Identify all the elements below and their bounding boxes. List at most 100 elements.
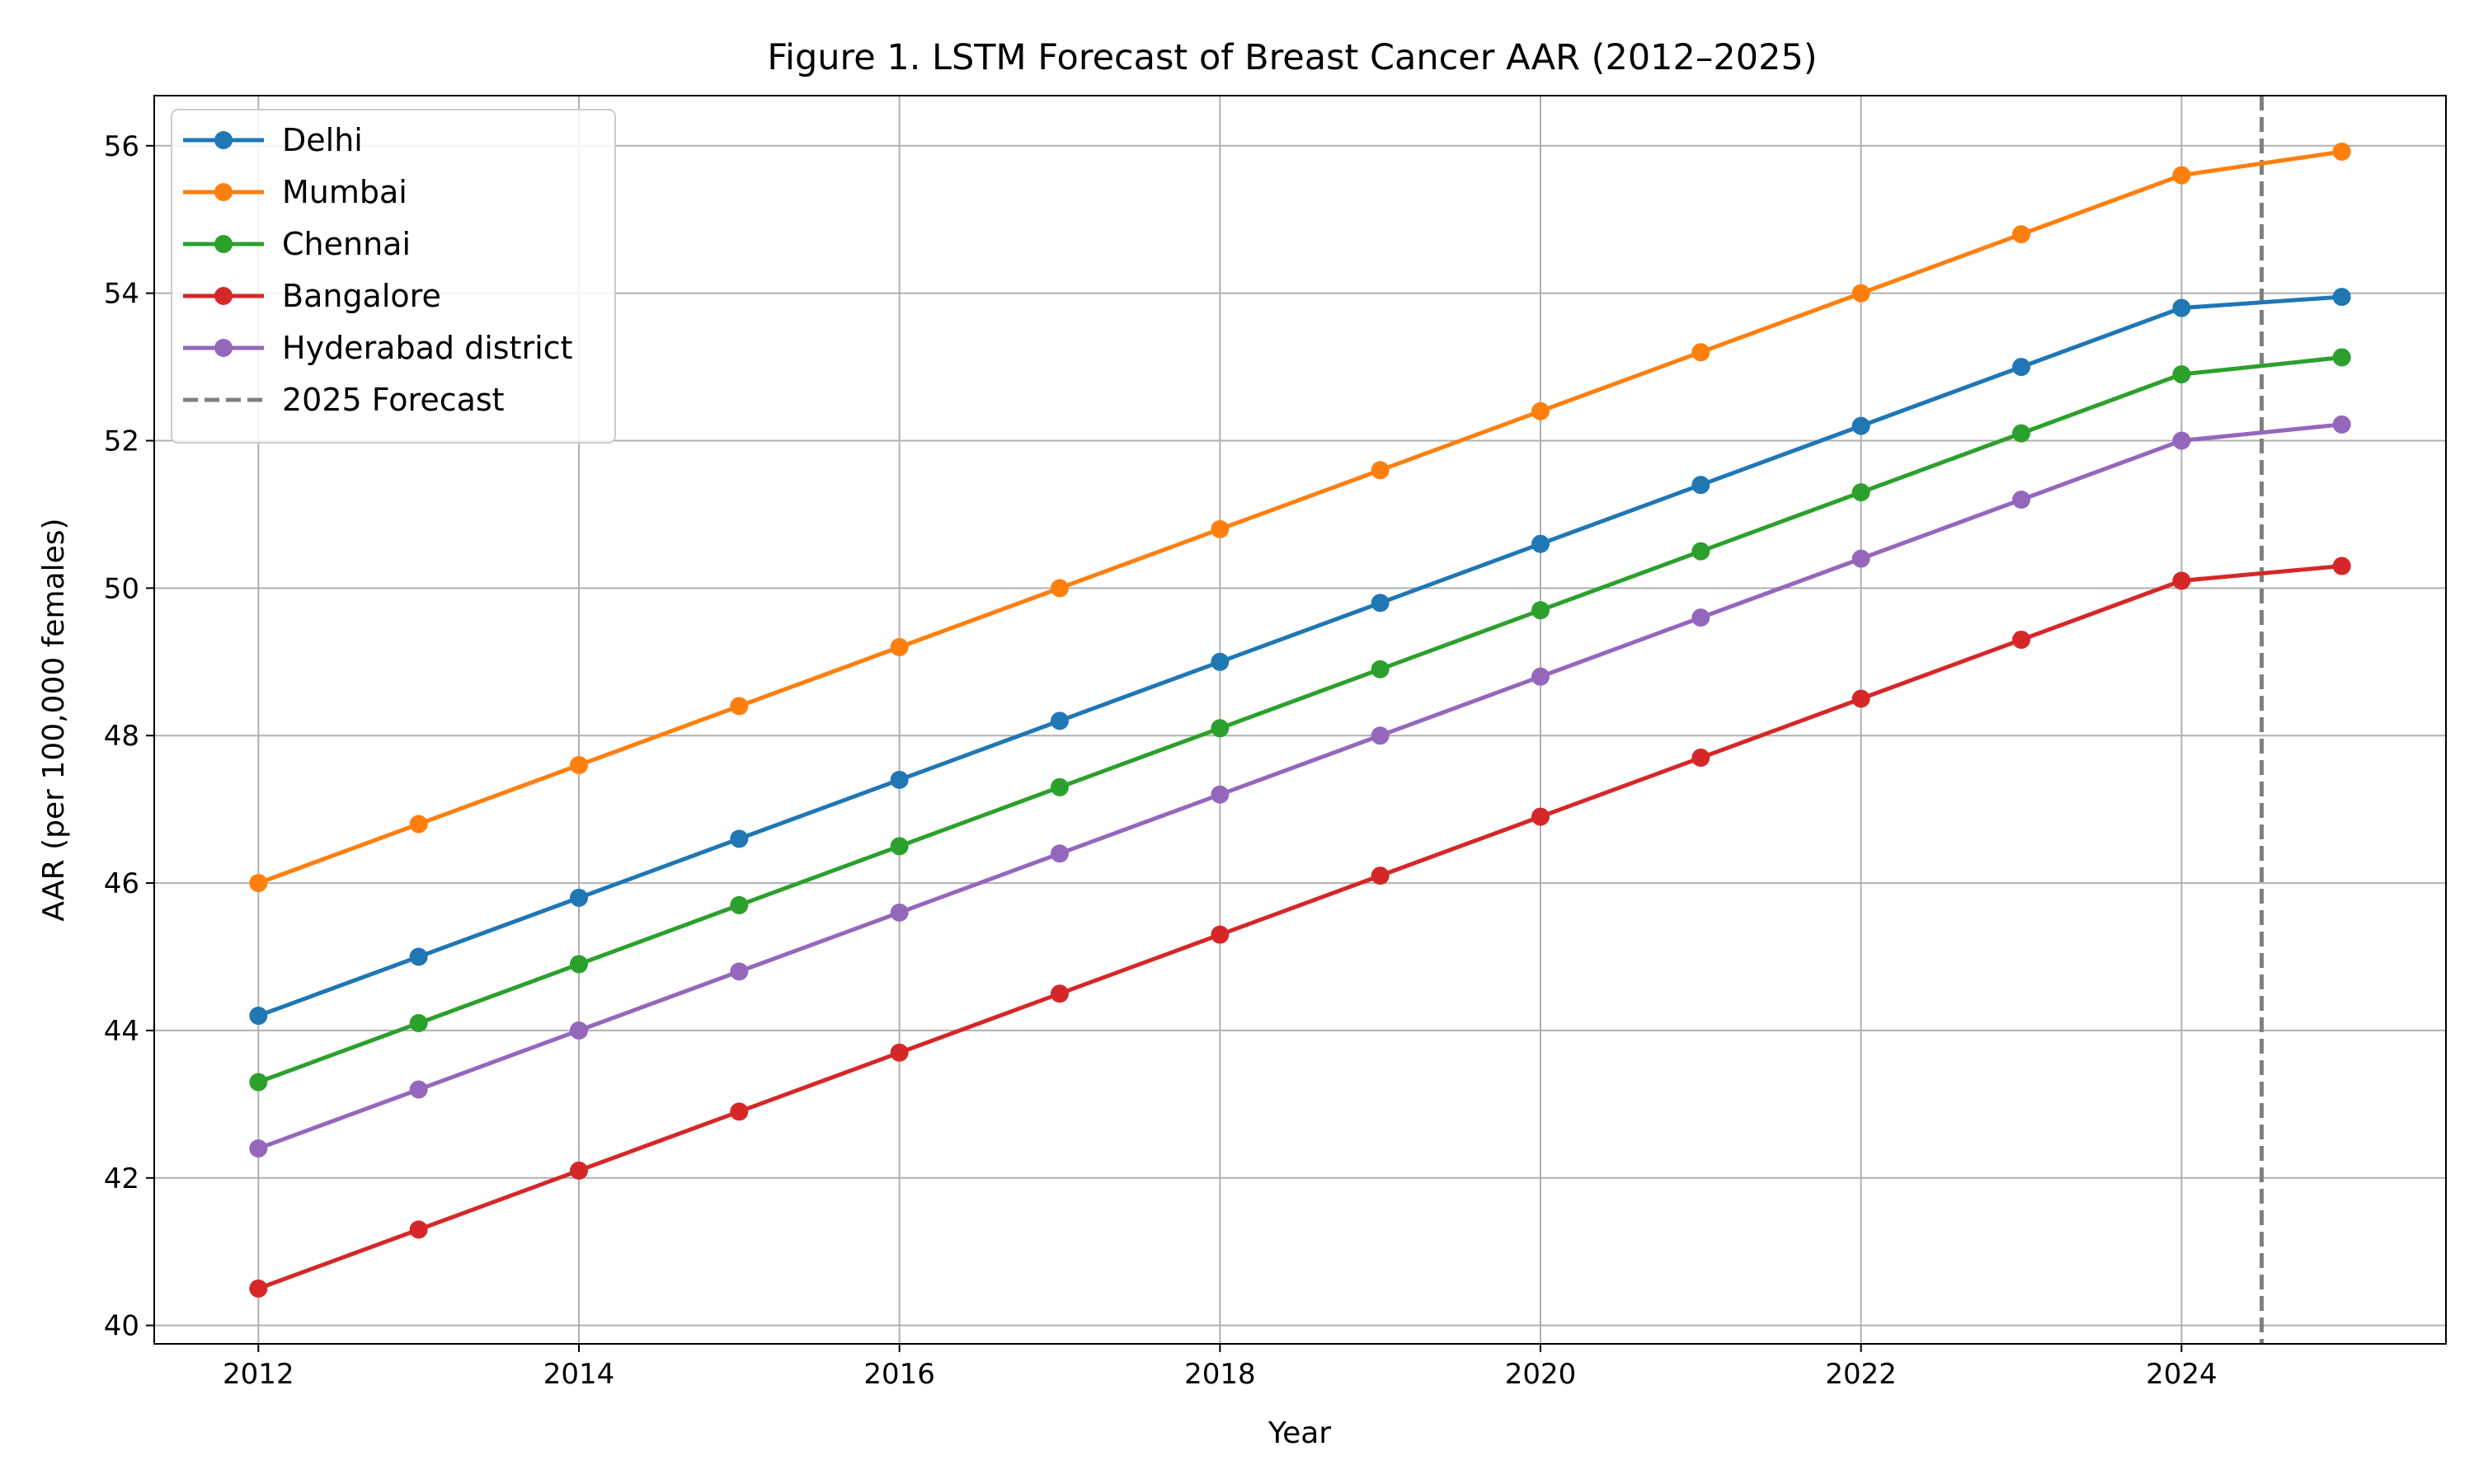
- data-point-delhi: [1691, 476, 1710, 495]
- data-point-bangalore: [1050, 984, 1069, 1003]
- data-point-hyderabad-district: [1851, 549, 1870, 568]
- series-mumbai: [249, 142, 2351, 893]
- data-point-mumbai: [1371, 461, 1390, 480]
- data-point-chennai: [1851, 483, 1870, 502]
- data-point-chennai: [1691, 542, 1710, 561]
- data-point-delhi: [1050, 711, 1069, 730]
- series-layer: [249, 142, 2351, 1298]
- series-chennai: [249, 348, 2351, 1092]
- data-point-mumbai: [569, 755, 588, 774]
- series-line-bangalore: [257, 564, 2342, 1291]
- data-point-bangalore: [2172, 571, 2191, 590]
- data-point-mumbai: [249, 874, 268, 893]
- y-tick-label: 48: [104, 720, 139, 753]
- y-tick-label: 52: [104, 425, 139, 458]
- series-bangalore: [249, 556, 2351, 1298]
- data-point-chennai: [1050, 777, 1069, 796]
- data-point-delhi: [1531, 534, 1550, 553]
- data-point-bangalore: [1531, 807, 1550, 826]
- legend-item-2025-forecast: 2025 Forecast: [183, 382, 505, 418]
- data-point-delhi: [890, 770, 909, 789]
- x-axis: 2012 2014 2016 2018 2020 2022 2024: [223, 1344, 2218, 1391]
- data-point-mumbai: [1691, 343, 1710, 362]
- grid: [154, 96, 2446, 1344]
- data-point-bangalore: [2012, 630, 2031, 649]
- chart-title: Figure 1. LSTM Forecast of Breast Cancer…: [767, 37, 1817, 78]
- data-point-delhi: [2332, 288, 2351, 307]
- legend-item-chennai: Chennai: [183, 226, 411, 262]
- data-point-delhi: [1211, 652, 1230, 671]
- data-point-chennai: [2012, 424, 2031, 443]
- y-tick-label: 42: [104, 1162, 139, 1195]
- legend-box: [171, 109, 616, 444]
- legend-label: Delhi: [282, 122, 363, 158]
- data-point-bangalore: [1211, 925, 1230, 944]
- series-line-delhi: [257, 294, 2342, 1018]
- data-point-bangalore: [409, 1220, 428, 1239]
- data-point-bangalore: [569, 1161, 588, 1180]
- data-point-hyderabad-district: [409, 1080, 428, 1099]
- legend-label: Hyderabad district: [282, 330, 572, 366]
- legend-swatch-marker: [214, 235, 233, 253]
- data-point-mumbai: [2172, 166, 2191, 185]
- data-point-hyderabad-district: [249, 1139, 268, 1158]
- data-point-chennai: [249, 1073, 268, 1092]
- x-tick-label: 2020: [1505, 1358, 1577, 1391]
- x-tick-label: 2016: [863, 1358, 935, 1391]
- data-point-delhi: [569, 888, 588, 907]
- data-point-chennai: [569, 955, 588, 974]
- y-tick-label: 44: [104, 1015, 139, 1048]
- legend-label: Bangalore: [282, 278, 441, 314]
- data-point-mumbai: [1531, 402, 1550, 420]
- data-point-chennai: [2172, 365, 2191, 384]
- data-point-delhi: [730, 829, 749, 848]
- data-point-mumbai: [1050, 579, 1069, 598]
- data-point-chennai: [1211, 719, 1230, 738]
- y-axis-label: AAR (per 100,000 females): [37, 518, 71, 921]
- legend-swatch-marker: [214, 183, 233, 201]
- data-point-chennai: [1531, 601, 1550, 620]
- legend: Delhi Mumbai Chennai Bangalore Hyderabad dis…: [171, 109, 616, 444]
- data-point-delhi: [1851, 416, 1870, 435]
- series-line-mumbai: [257, 149, 2343, 885]
- x-axis-label: Year: [1268, 1416, 1331, 1450]
- data-point-bangalore: [1371, 866, 1390, 885]
- data-point-chennai: [2332, 348, 2351, 367]
- data-point-delhi: [249, 1007, 268, 1026]
- data-point-chennai: [1371, 660, 1390, 679]
- legend-swatch-marker: [214, 339, 233, 357]
- data-point-mumbai: [2012, 225, 2031, 244]
- legend-label: Chennai: [282, 226, 411, 262]
- series-line-chennai: [257, 355, 2342, 1084]
- legend-item-hyderabad-district: Hyderabad district: [183, 330, 572, 366]
- data-point-mumbai: [1851, 284, 1870, 303]
- data-point-mumbai: [890, 637, 909, 656]
- y-tick-label: 54: [104, 278, 139, 311]
- legend-item-bangalore: Bangalore: [183, 278, 441, 314]
- data-point-delhi: [409, 947, 428, 966]
- data-point-hyderabad-district: [890, 903, 909, 922]
- series-delhi: [249, 288, 2351, 1026]
- data-point-chennai: [730, 895, 749, 914]
- data-point-hyderabad-district: [2332, 415, 2351, 434]
- data-point-hyderabad-district: [2172, 431, 2191, 450]
- series-line-hyderabad-district: [257, 422, 2342, 1151]
- data-point-mumbai: [2332, 142, 2351, 161]
- legend-item-delhi: Delhi: [183, 122, 363, 158]
- data-point-hyderabad-district: [1050, 844, 1069, 863]
- data-point-chennai: [409, 1013, 428, 1032]
- legend-swatch-marker: [214, 131, 233, 149]
- y-tick-label: 56: [104, 130, 139, 163]
- data-point-chennai: [890, 837, 909, 856]
- data-point-hyderabad-district: [1371, 726, 1390, 745]
- data-point-hyderabad-district: [569, 1021, 588, 1040]
- plot-frame: [153, 95, 2447, 1345]
- data-point-hyderabad-district: [730, 962, 749, 981]
- y-tick-label: 50: [104, 572, 139, 605]
- data-point-delhi: [2012, 358, 2031, 377]
- data-point-bangalore: [1691, 749, 1710, 768]
- data-point-bangalore: [1851, 689, 1870, 708]
- x-tick-label: 2014: [543, 1358, 615, 1391]
- legend-label: Mumbai: [282, 174, 407, 210]
